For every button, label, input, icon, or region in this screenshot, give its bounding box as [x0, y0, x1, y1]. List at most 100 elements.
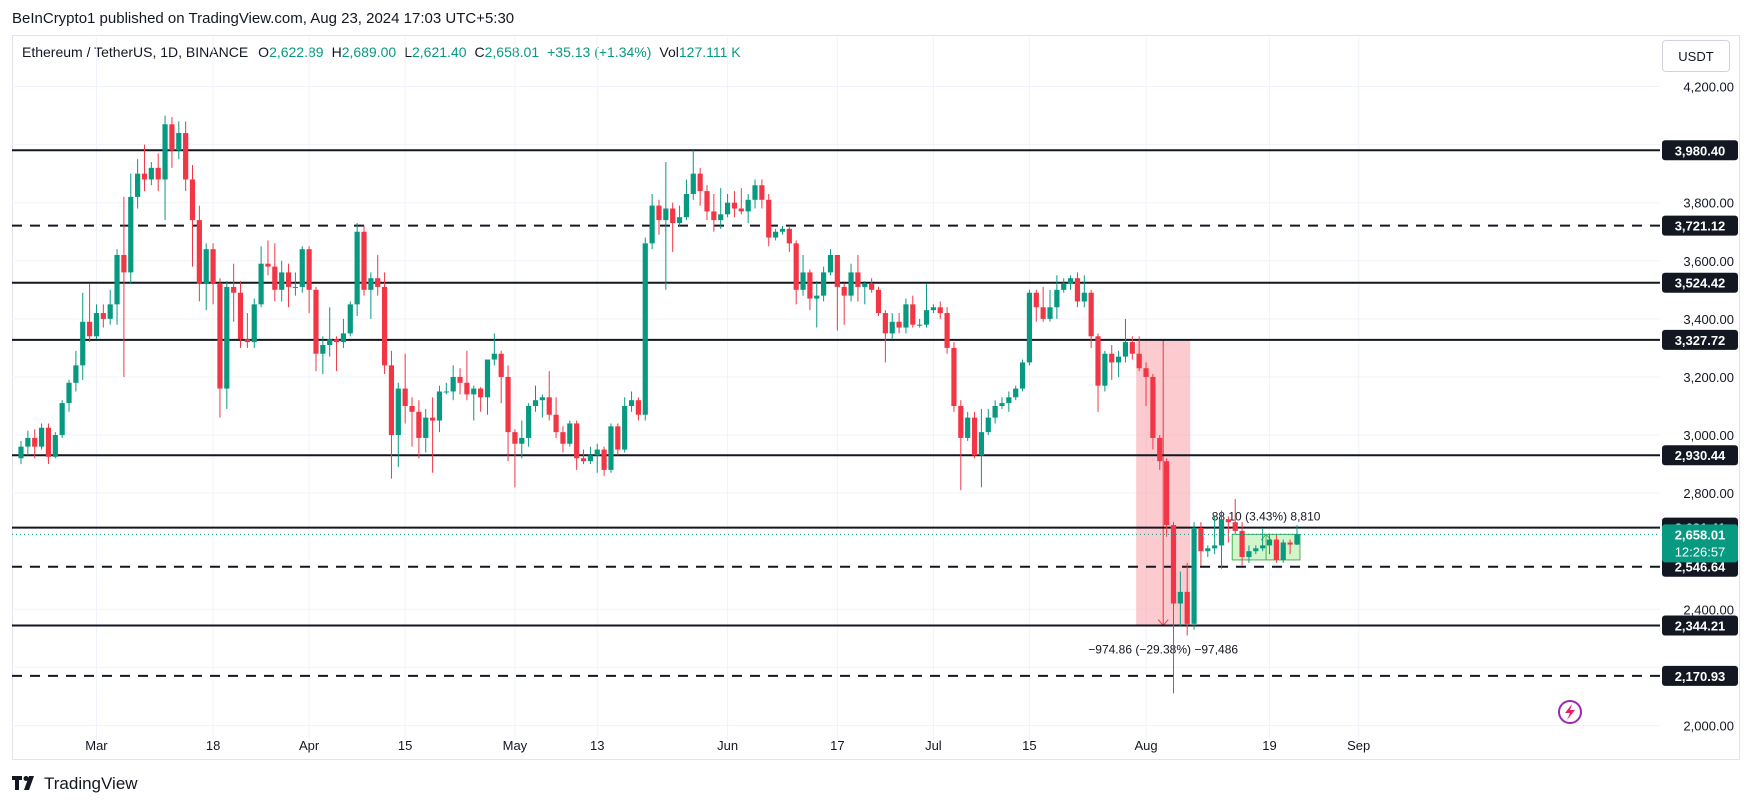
candle-up: [587, 455, 593, 462]
candle-down: [574, 423, 580, 459]
candle-up: [162, 124, 168, 180]
candle-down: [402, 388, 408, 406]
candle-down: [910, 304, 916, 325]
candle-down: [265, 263, 271, 267]
currency-button[interactable]: USDT: [1662, 40, 1730, 72]
candle-down: [1109, 353, 1115, 363]
candle-down: [498, 353, 504, 377]
candle-up: [663, 208, 669, 221]
level-price-tag: [1662, 615, 1738, 636]
level-price-tag: [1662, 329, 1738, 350]
candle-up: [718, 214, 724, 221]
candle-down: [1232, 522, 1238, 531]
candle-down: [1074, 278, 1081, 302]
candle-up: [608, 426, 614, 470]
current-price-label: 2,658.01: [1675, 527, 1726, 542]
candle-down: [231, 286, 237, 293]
replay-lightning-icon: [1558, 700, 1582, 724]
candle-down: [430, 417, 436, 421]
candle-up: [450, 376, 456, 392]
candle-down: [141, 173, 148, 180]
candle-up: [1266, 539, 1273, 546]
candle-down: [855, 272, 861, 287]
candle-down: [1239, 530, 1245, 558]
candle-down: [1287, 542, 1293, 545]
candle-down: [766, 199, 772, 238]
x-tick-label: 15: [1022, 738, 1036, 753]
candle-down: [937, 307, 943, 314]
candle-down: [375, 278, 381, 287]
level-price-tag-label: 2,930.44: [1675, 448, 1726, 463]
candle-up: [519, 437, 525, 444]
candle-down: [196, 220, 202, 285]
brand-name: TradingView: [44, 774, 138, 793]
x-tick-label: 15: [398, 738, 412, 753]
x-tick-label: Jul: [925, 738, 942, 753]
tradingview-logo-icon: [12, 775, 38, 794]
candle-up: [354, 231, 360, 305]
candle-down: [32, 437, 38, 447]
candle-up: [135, 173, 141, 197]
candle-down: [313, 289, 319, 354]
candle-down: [306, 249, 312, 290]
candle-down: [210, 249, 216, 285]
candle-down: [155, 167, 161, 180]
candle-up: [848, 272, 854, 296]
candle-up: [93, 313, 100, 337]
publish-caption: BeInCrypto1 published on TradingView.com…: [12, 10, 515, 27]
candle-down: [1088, 292, 1094, 337]
measure-label: −974.86 (−29.38%) −97,486: [1088, 643, 1238, 657]
candle-down: [1273, 539, 1279, 560]
candle-up: [1019, 362, 1026, 389]
candle-up: [258, 263, 264, 305]
candle-down: [381, 286, 388, 366]
candle-up: [594, 449, 600, 456]
candle-up: [128, 196, 134, 273]
candle-up: [526, 406, 532, 438]
candle-down: [1225, 519, 1231, 523]
level-price-tag-label: 3,980.40: [1675, 143, 1726, 158]
candle-up: [917, 324, 923, 326]
symbol-title[interactable]: Ethereum / TetherUS, 1D, BINANCE: [22, 44, 249, 60]
y-tick-label: 4,200.00: [1683, 80, 1734, 95]
candle-up: [1006, 397, 1012, 404]
candle-down: [1157, 437, 1163, 462]
candle-up: [299, 249, 305, 287]
candle-up: [1294, 534, 1300, 545]
chart-frame: [12, 35, 1740, 760]
candle-up: [368, 278, 374, 290]
candle-down: [478, 388, 484, 398]
candle-up: [292, 286, 298, 288]
candle-down: [553, 414, 559, 433]
candle-down: [738, 208, 744, 212]
low-value: 2,621.40: [411, 44, 467, 60]
candle-down: [944, 313, 950, 348]
close-value: 2,658.01: [484, 44, 540, 60]
candle-down: [512, 432, 518, 444]
candle-down: [333, 339, 340, 343]
candle-up: [642, 243, 648, 415]
candle-down: [793, 243, 799, 290]
candle-up: [1081, 292, 1087, 302]
candle-up: [1260, 545, 1266, 549]
high-value: 2,689.00: [341, 44, 397, 60]
candle-down: [416, 411, 422, 438]
y-tick-label: 3,000.00: [1683, 428, 1734, 443]
brand[interactable]: TradingView: [12, 774, 138, 794]
candle-up: [821, 272, 827, 296]
candle-down: [546, 397, 552, 415]
candle-up: [1205, 548, 1211, 552]
level-price-tag-label: 3,524.42: [1675, 276, 1726, 291]
candle-down: [100, 313, 106, 319]
candle-down: [882, 313, 888, 334]
candle-up: [1047, 307, 1053, 319]
candle-up: [395, 388, 401, 436]
candle-down: [834, 254, 840, 287]
candle-down: [87, 321, 93, 337]
candle-up: [1026, 292, 1033, 363]
candle-down: [711, 211, 717, 221]
low-label: L: [404, 44, 412, 60]
candle-down: [272, 266, 278, 290]
level-price-tag: [1662, 215, 1738, 236]
